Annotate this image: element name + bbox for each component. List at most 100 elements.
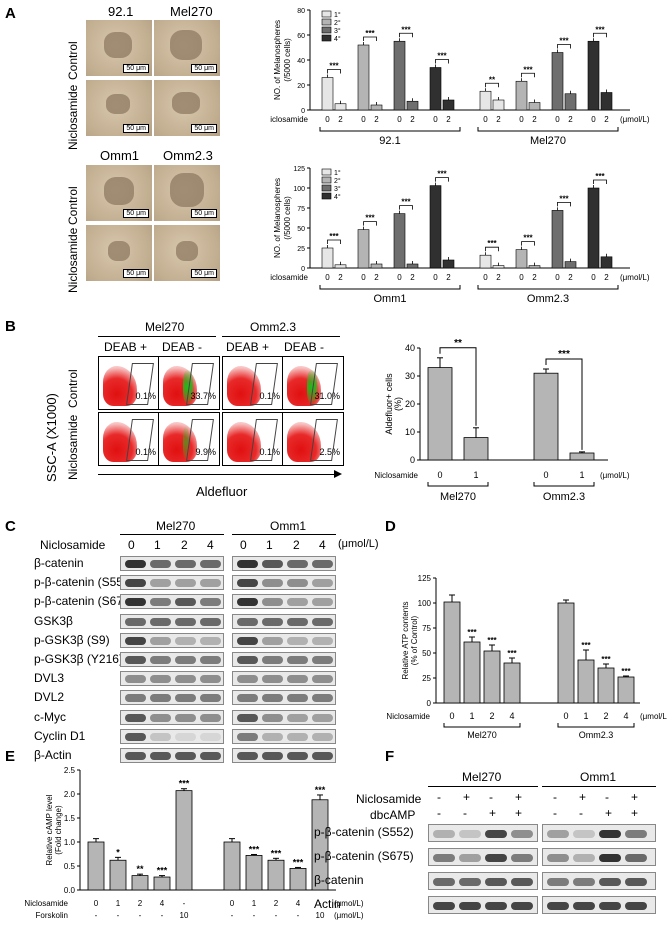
blot-f-line-mel270: Mel270	[462, 770, 502, 784]
bar	[393, 213, 406, 269]
blot-f-bracket-mel270	[428, 786, 538, 787]
blot-band	[237, 617, 258, 626]
significance-label: ***	[467, 628, 477, 637]
y-tick-label: 75	[297, 206, 305, 213]
treatment-value: 4	[160, 899, 165, 908]
blot-band	[175, 636, 196, 645]
blot-band	[287, 675, 308, 684]
blot-f-protein-label: p-β-catenin (S675)	[314, 849, 414, 863]
significance-bracket	[363, 36, 377, 41]
significance-bracket	[363, 221, 377, 226]
blot-band	[459, 878, 481, 886]
treatment-value: -	[117, 911, 120, 920]
group-label: Mel270	[467, 730, 497, 740]
bar	[463, 641, 481, 704]
dose-label: 2	[338, 115, 343, 124]
dose-label: 2	[532, 115, 537, 124]
legend-label: 2°	[334, 177, 341, 185]
y-tick-label: 50	[297, 226, 305, 233]
blot-c-strip	[232, 748, 336, 763]
bar	[492, 265, 505, 269]
y-tick-label: 50	[422, 649, 431, 658]
dose-label: 0	[543, 470, 548, 480]
bar	[587, 187, 600, 269]
significance-label: ***	[601, 655, 611, 664]
treatment-value: 10	[180, 911, 189, 920]
blot-band	[237, 732, 258, 741]
bar	[515, 249, 528, 269]
group-label: Omm2.3	[579, 730, 614, 740]
group-bracket	[477, 285, 619, 290]
bar	[334, 103, 347, 111]
blot-f-strip	[542, 872, 656, 890]
blot-band	[312, 579, 333, 588]
niclosamide-row-label: Niclosamide	[374, 471, 418, 480]
bar	[483, 650, 501, 704]
blot-band	[312, 732, 333, 741]
facs-xaxis-arrow	[98, 470, 342, 480]
blot-f-niclosamide-sign: +	[463, 790, 471, 804]
significance-label: ***	[559, 37, 569, 46]
blot-f-strip	[428, 824, 538, 842]
unit-label: (μmol/L)	[600, 471, 630, 480]
facs-xaxis-label: Aldefluor	[196, 484, 248, 499]
treatment-value: -	[183, 899, 186, 908]
blot-band	[125, 713, 146, 722]
y-tick-label: 1.5	[64, 814, 76, 823]
blot-band	[547, 878, 569, 886]
blot-band	[262, 617, 283, 626]
bar	[528, 102, 541, 111]
dose-label: 0	[555, 273, 560, 282]
row-label-control-2: Control	[66, 186, 80, 225]
dose-label: 2	[568, 115, 573, 124]
bar	[289, 868, 307, 891]
blot-band	[262, 579, 283, 588]
micrograph-omm1-niclosamide: 50 μm	[86, 225, 152, 281]
panel-label-a: A	[5, 5, 16, 22]
dose-label: 2	[410, 273, 415, 282]
blot-c-strip	[120, 556, 224, 571]
blot-band	[287, 694, 308, 703]
blot-band	[150, 560, 171, 568]
blot-band	[200, 752, 221, 760]
dose-label: 0	[555, 115, 560, 124]
blot-band	[625, 830, 647, 838]
y-tick-label: 125	[418, 574, 432, 583]
bar	[406, 100, 419, 111]
blot-c-strip	[232, 652, 336, 667]
facs-plot-omm2-3-deab-minus-control: 31.0%	[282, 356, 344, 410]
blot-band	[150, 636, 171, 645]
blot-band	[175, 694, 196, 703]
y-tick-label: 20	[405, 399, 415, 409]
blot-band	[262, 732, 283, 741]
blot-band	[433, 854, 455, 862]
y-axis-label-unit: (Fold change)	[54, 805, 63, 855]
blot-c-dose-label: 4	[319, 538, 326, 552]
row-label-control: Control	[66, 41, 80, 80]
row-label-niclosamide: Niclosamide	[66, 84, 80, 150]
bar	[131, 875, 149, 891]
group-label: Omm2.3	[543, 491, 585, 503]
significance-bracket	[485, 82, 499, 88]
blot-band	[625, 878, 647, 886]
y-tick-label: 100	[418, 599, 432, 608]
blot-band	[312, 713, 333, 722]
dose-label: 0	[591, 273, 596, 282]
blot-band	[511, 854, 533, 862]
blot-c-strip	[120, 748, 224, 763]
blot-band	[125, 694, 146, 703]
blot-band	[125, 675, 146, 684]
blot-c-strip	[232, 690, 336, 706]
dose-label: 2	[568, 273, 573, 282]
facs-plot-omm2-3-deab-minus-niclosamide: 2.5%	[282, 412, 344, 466]
blot-band	[459, 854, 481, 862]
blot-band	[573, 878, 595, 886]
y-axis-label-unit: (%)	[393, 397, 403, 411]
blot-band	[125, 752, 146, 760]
blot-band	[262, 598, 283, 607]
blot-band	[262, 752, 283, 760]
blot-f-dbcamp-sign: -	[579, 806, 583, 820]
significance-label: ***	[271, 848, 282, 858]
significance-label: ***	[559, 194, 569, 203]
